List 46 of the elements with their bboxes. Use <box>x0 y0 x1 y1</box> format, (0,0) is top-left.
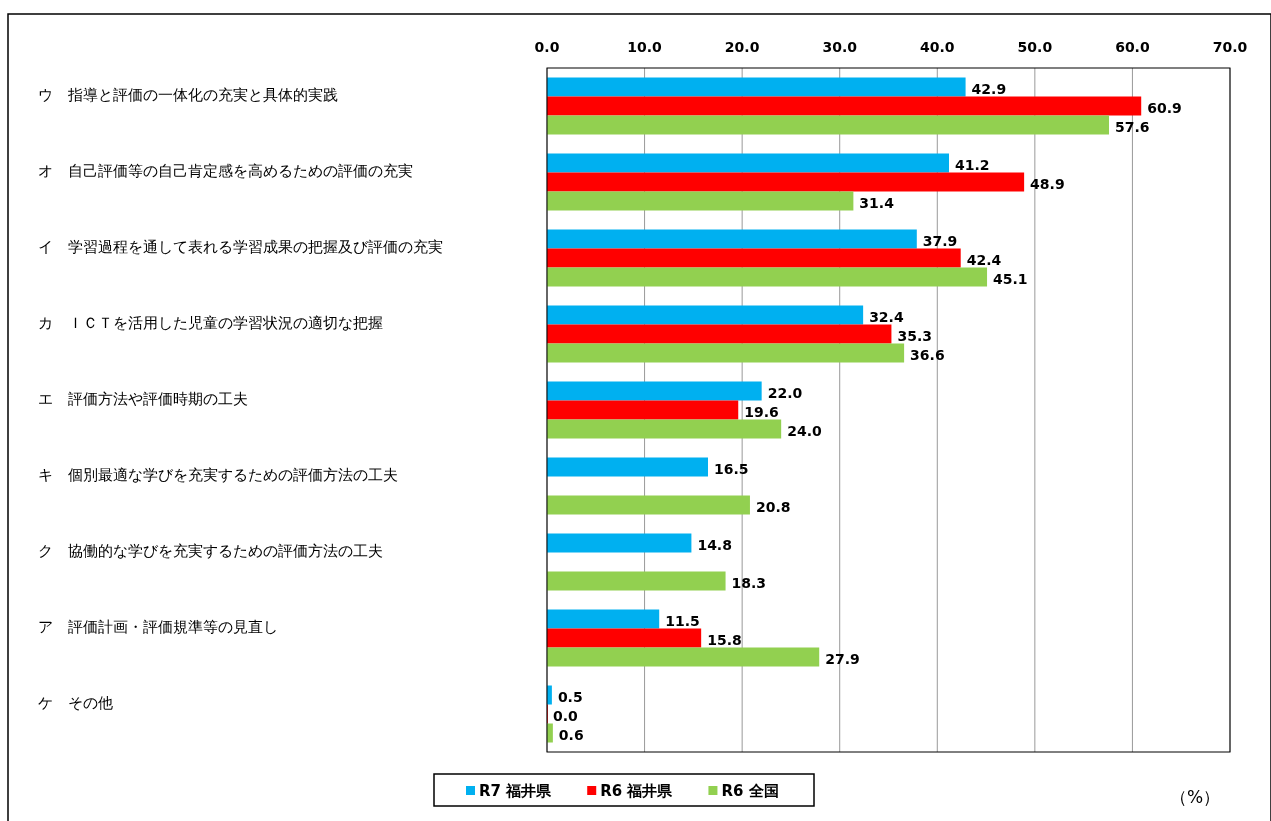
data-label: 24.0 <box>787 422 822 439</box>
data-label: 35.3 <box>897 327 932 344</box>
legend-label: R6 全国 <box>721 782 779 800</box>
data-label: 0.6 <box>558 726 584 743</box>
data-label: 11.5 <box>665 612 700 629</box>
y-tick-label: ウ 指導と評価の一体化の充実と具体的実践 <box>38 85 338 104</box>
x-tick-label: 20.0 <box>724 39 760 55</box>
data-label: 41.2 <box>954 156 990 173</box>
x-tick-label: 10.0 <box>627 39 663 55</box>
y-tick-label: ア 評価計画・評価規準等の見直し <box>38 617 278 636</box>
data-label: 37.9 <box>922 232 958 249</box>
data-label: 36.6 <box>910 346 945 363</box>
y-tick-label: イ 学習過程を通して表れる学習成果の把握及び評価の充実 <box>38 237 443 256</box>
data-label: 0.0 <box>553 707 579 724</box>
data-label: 0.5 <box>557 688 583 705</box>
x-tick-label: 40.0 <box>920 39 955 55</box>
data-label: 18.3 <box>731 574 767 591</box>
data-label: 32.4 <box>869 308 904 325</box>
y-tick-label: キ 個別最適な学びを充実するための評価方法の工夫 <box>38 465 398 484</box>
data-label: 45.1 <box>993 270 1028 287</box>
data-label: 42.9 <box>971 80 1007 97</box>
text: （%） <box>1169 787 1221 807</box>
data-label: 20.8 <box>755 498 791 515</box>
data-label: 27.9 <box>825 650 860 667</box>
data-label: 60.9 <box>1147 99 1182 116</box>
y-tick-label: カ ＩＣＴを活用した児童の学習状況の適切な把握 <box>38 313 383 332</box>
legend-label: R7 福井県 <box>479 782 553 800</box>
x-tick-label: 50.0 <box>1017 39 1053 55</box>
y-tick-label: エ 評価方法や評価時期の工夫 <box>38 389 248 408</box>
data-label: 16.5 <box>713 460 749 477</box>
x-tick-label: 70.0 <box>1212 39 1248 55</box>
data-label: 42.4 <box>966 251 1002 268</box>
data-label: 48.9 <box>1030 175 1065 192</box>
y-tick-label: オ 自己評価等の自己肯定感を高めるための評価の充実 <box>38 161 413 180</box>
legend-label: R6 福井県 <box>600 782 674 800</box>
data-label: 31.4 <box>859 194 895 211</box>
y-tick-label: ク 協働的な学びを充実するための評価方法の工夫 <box>38 541 383 560</box>
data-label: 22.0 <box>767 384 803 401</box>
x-tick-label: 60.0 <box>1115 39 1150 55</box>
data-label: 15.8 <box>707 631 742 648</box>
y-tick-label: ケ その他 <box>38 693 113 712</box>
x-tick-label: 30.0 <box>822 39 858 55</box>
data-label: 19.6 <box>744 403 779 420</box>
data-label: 57.6 <box>1115 118 1150 135</box>
data-label: 14.8 <box>697 536 732 553</box>
x-tick-label: 0.0 <box>534 39 560 55</box>
